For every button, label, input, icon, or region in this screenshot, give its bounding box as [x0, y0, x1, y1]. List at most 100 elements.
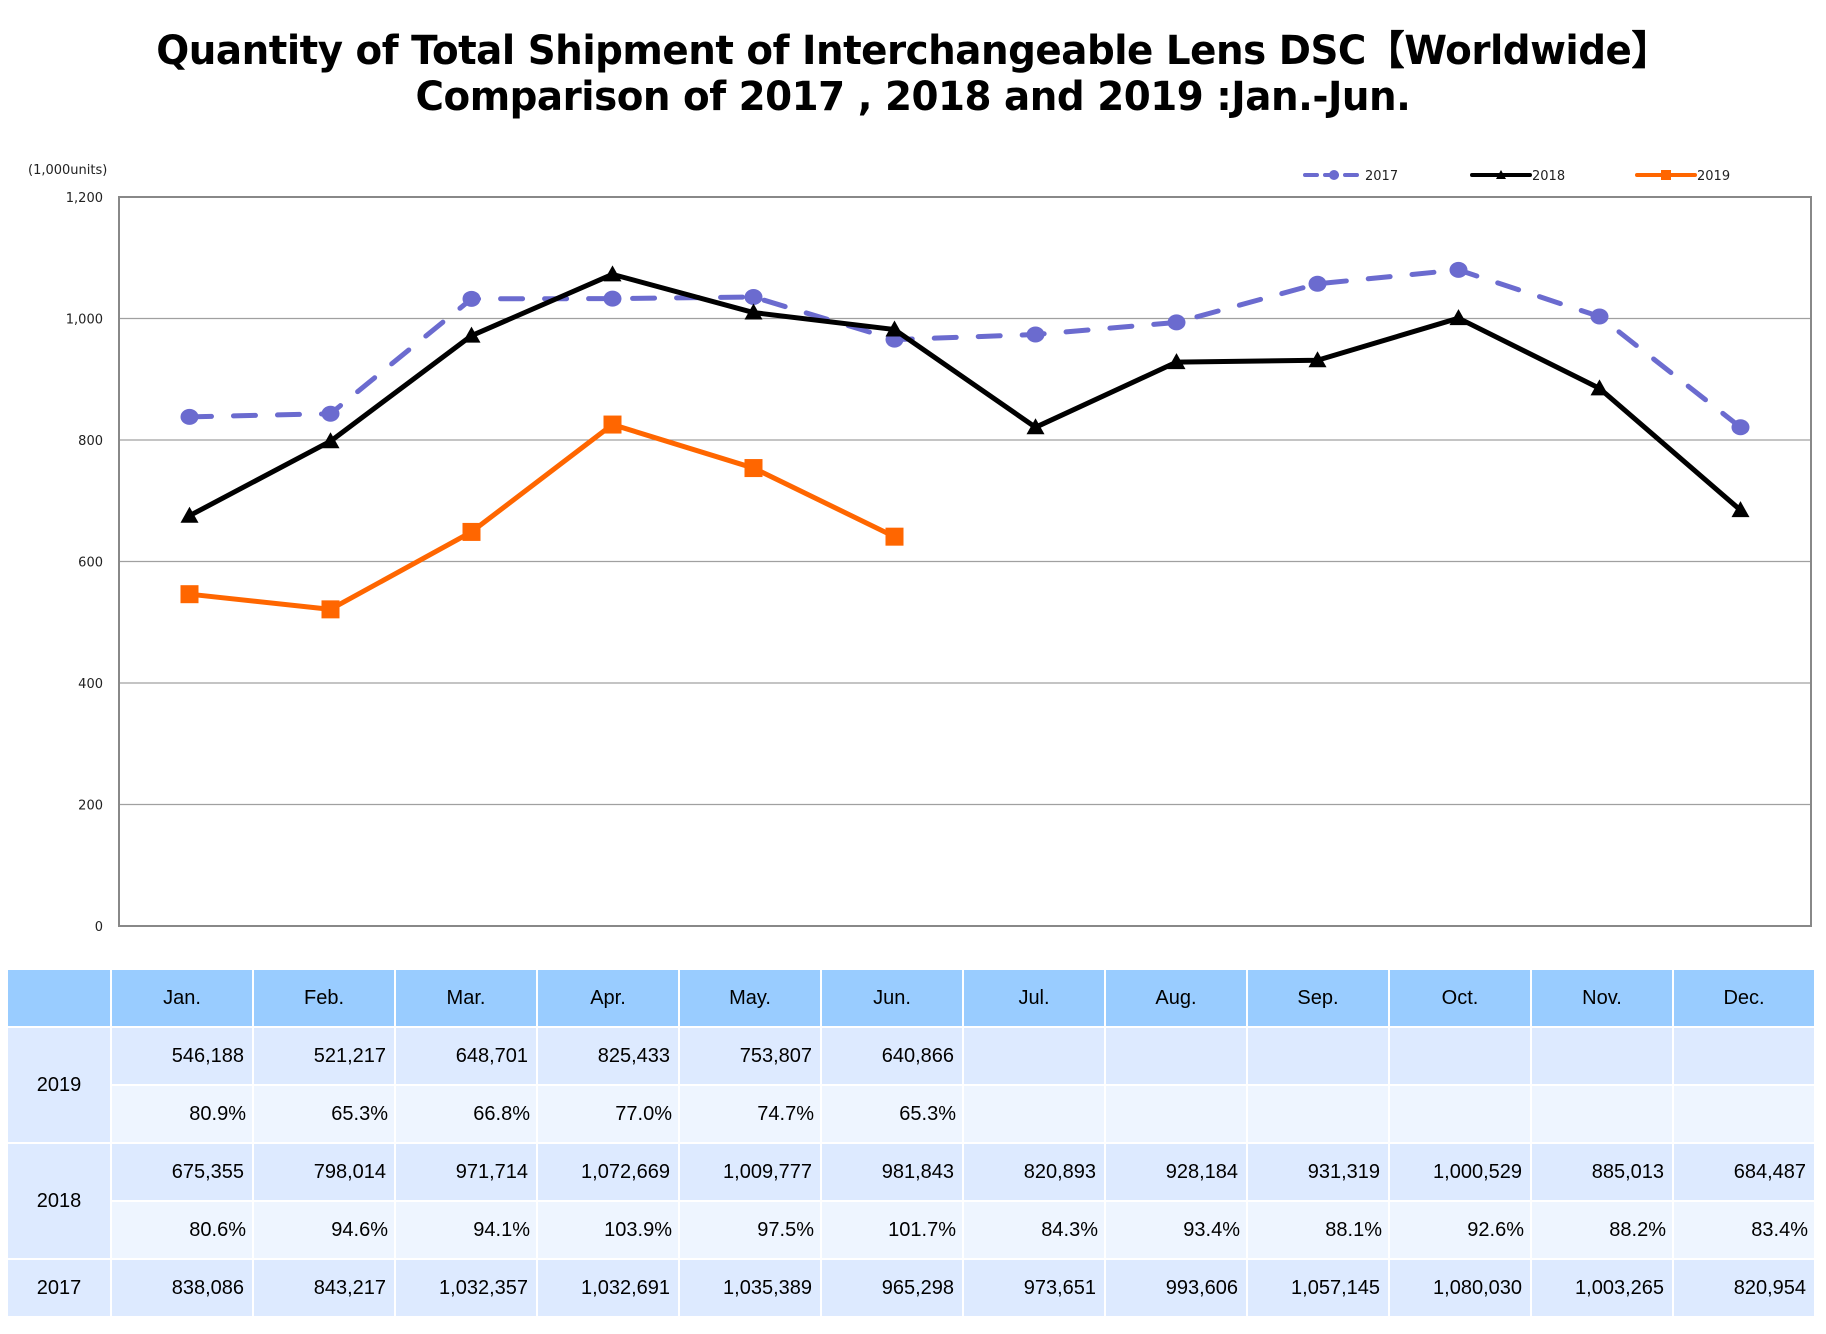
units-cell: 820,893	[964, 1144, 1104, 1200]
percent-cell: 65.3%	[254, 1086, 394, 1142]
year-label: 2018	[8, 1144, 110, 1258]
data-point-circle	[744, 289, 763, 306]
data-point-triangle	[1167, 353, 1186, 370]
legend-marker-triangle	[1496, 170, 1506, 179]
units-cell: 820,954	[1674, 1260, 1814, 1316]
series-layer	[180, 261, 1750, 619]
data-point-square	[321, 600, 340, 619]
legend-label: 2017	[1365, 169, 1398, 184]
units-cell: 885,013	[1532, 1144, 1672, 1200]
data-point-circle	[180, 408, 199, 425]
legend-item-2017: 2017	[1303, 169, 1398, 184]
legend-item-2019: 2019	[1635, 169, 1730, 184]
percent-cell	[1248, 1086, 1388, 1142]
units-cell: 825,433	[538, 1028, 678, 1084]
data-point-square	[744, 459, 763, 478]
legend: 2017 2018 2019	[1303, 169, 1730, 184]
data-point-triangle	[321, 432, 340, 449]
data-point-circle	[462, 290, 481, 307]
y-axis: 0 200 400 600 800 1,000 1,200	[66, 191, 103, 935]
units-cell: 928,184	[1106, 1144, 1246, 1200]
data-point-square	[462, 522, 481, 541]
percent-cell: 97.5%	[680, 1202, 820, 1258]
series-2017	[180, 261, 1750, 436]
percent-cell: 103.9%	[538, 1202, 678, 1258]
y-tick-label: 1,000	[66, 313, 103, 328]
month-header: Sep.	[1248, 970, 1388, 1026]
table-row-2018-percent: 80.6% 94.6% 94.1% 103.9% 97.5% 101.7% 84.3% 93.…	[8, 1202, 1814, 1258]
units-cell	[1248, 1028, 1388, 1084]
data-point-triangle	[1449, 309, 1468, 326]
data-table: Jan. Feb. Mar. Apr. May. Jun. Jul. Aug. Sep. Oct.…	[6, 968, 1816, 1318]
units-cell: 1,000,529	[1390, 1144, 1530, 1200]
data-point-square	[885, 527, 904, 546]
table-corner-cell	[8, 970, 110, 1026]
percent-cell	[964, 1086, 1104, 1142]
data-point-circle	[1731, 419, 1750, 436]
units-cell: 965,298	[822, 1260, 962, 1316]
data-point-circle	[603, 290, 622, 307]
data-point-circle	[1026, 326, 1045, 343]
percent-cell: 88.2%	[1532, 1202, 1672, 1258]
units-cell: 993,606	[1106, 1260, 1246, 1316]
month-header: Aug.	[1106, 970, 1246, 1026]
percent-cell: 80.9%	[112, 1086, 252, 1142]
legend-marker-circle	[1329, 170, 1339, 180]
month-header: Oct.	[1390, 970, 1530, 1026]
units-cell: 838,086	[112, 1260, 252, 1316]
series-2019	[180, 415, 904, 619]
percent-cell: 77.0%	[538, 1086, 678, 1142]
plot-frame	[118, 196, 1812, 927]
table-row-2018-units: 2018 675,355 798,014 971,714 1,072,669 1,009,…	[8, 1144, 1814, 1258]
units-cell: 931,319	[1248, 1144, 1388, 1200]
y-tick-label: 1,200	[66, 191, 103, 206]
data-point-triangle	[1026, 418, 1045, 435]
y-tick-label: 800	[78, 434, 103, 449]
units-cell	[1106, 1028, 1246, 1084]
month-header: Dec.	[1674, 970, 1814, 1026]
month-header: May.	[680, 970, 820, 1026]
units-cell: 546,188	[112, 1028, 252, 1084]
units-cell: 798,014	[254, 1144, 394, 1200]
units-cell: 1,057,145	[1248, 1260, 1388, 1316]
units-cell: 521,217	[254, 1028, 394, 1084]
legend-marker-square	[1661, 170, 1671, 180]
year-label: 2017	[8, 1260, 110, 1316]
y-tick-label: 400	[78, 677, 103, 692]
percent-cell	[1390, 1086, 1530, 1142]
month-header: Jun.	[822, 970, 962, 1026]
data-point-circle	[321, 405, 340, 422]
units-cell: 971,714	[396, 1144, 536, 1200]
data-point-triangle	[180, 506, 199, 523]
units-cell: 1,035,389	[680, 1260, 820, 1316]
series-line-2017	[187, 267, 1743, 430]
units-cell: 1,032,357	[396, 1260, 536, 1316]
table-row-2019-percent: 80.9% 65.3% 66.8% 77.0% 74.7% 65.3%	[8, 1086, 1814, 1142]
legend-label: 2018	[1532, 169, 1565, 184]
units-cell	[1532, 1028, 1672, 1084]
table-header-row: Jan. Feb. Mar. Apr. May. Jun. Jul. Aug. Sep. Oct.…	[8, 970, 1814, 1026]
line-chart: 0 200 400 600 800 1,000 1,200 2017 2018 2019	[66, 169, 1812, 935]
legend-label: 2019	[1697, 169, 1730, 184]
percent-cell: 65.3%	[822, 1086, 962, 1142]
percent-cell: 66.8%	[396, 1086, 536, 1142]
units-cell: 753,807	[680, 1028, 820, 1084]
month-header: Jul.	[964, 970, 1104, 1026]
chart-title: Quantity of Total Shipment of Interchang…	[156, 28, 1670, 74]
data-point-triangle	[885, 320, 904, 337]
units-cell: 1,072,669	[538, 1144, 678, 1200]
units-cell: 973,651	[964, 1260, 1104, 1316]
percent-cell: 94.6%	[254, 1202, 394, 1258]
percent-cell: 80.6%	[112, 1202, 252, 1258]
units-cell: 640,866	[822, 1028, 962, 1084]
units-cell: 843,217	[254, 1260, 394, 1316]
legend-item-2018: 2018	[1470, 169, 1565, 184]
percent-cell: 88.1%	[1248, 1202, 1388, 1258]
units-cell: 648,701	[396, 1028, 536, 1084]
percent-cell: 101.7%	[822, 1202, 962, 1258]
series-line-2018	[187, 271, 1743, 519]
data-point-square	[180, 585, 199, 604]
y-tick-label: 600	[78, 556, 103, 571]
percent-cell: 84.3%	[964, 1202, 1104, 1258]
percent-cell: 94.1%	[396, 1202, 536, 1258]
